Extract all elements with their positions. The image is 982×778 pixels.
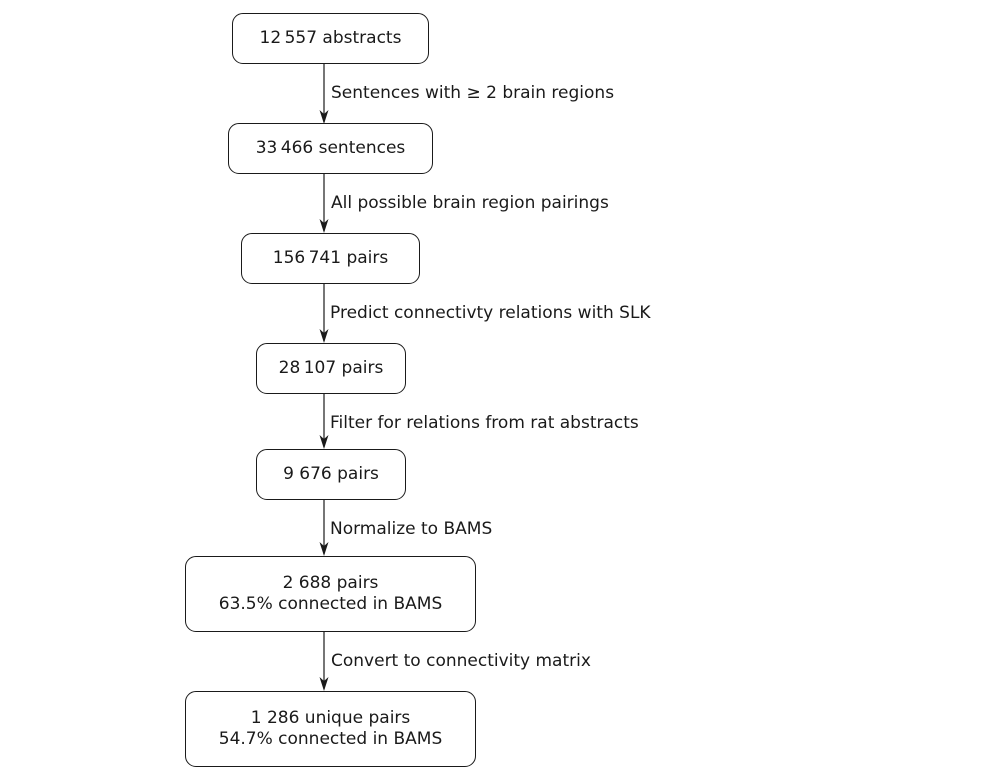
edge-label-pairs-rat-to-pairs-normalized: Normalize to BAMS xyxy=(330,519,493,539)
node-sentences-line-1: 33 466 sentences xyxy=(255,138,406,158)
node-pairs-unique-line-2: 54.7% connected in BAMS xyxy=(218,729,443,749)
edge-label-pairs-all-to-pairs-predicted: Predict connectivty relations with SLK xyxy=(330,303,651,323)
arrowhead-pairs-predicted-to-pairs-rat xyxy=(319,435,329,449)
arrowhead-pairs-normalized-to-pairs-unique xyxy=(319,677,329,691)
arrowhead-pairs-all-to-pairs-predicted xyxy=(319,329,329,343)
edge-label-pairs-normalized-to-pairs-unique: Convert to connectivity matrix xyxy=(331,651,591,671)
node-pairs-unique: 1 286 unique pairs 54.7% connected in BA… xyxy=(185,691,476,767)
node-pairs-normalized-line-1: 2 688 pairs xyxy=(282,573,379,593)
node-pairs-rat-line-1: 9 676 pairs xyxy=(283,464,379,484)
node-abstracts: 12 557 abstracts xyxy=(232,13,429,64)
node-pairs-unique-line-1: 1 286 unique pairs xyxy=(250,708,411,728)
node-pairs-normalized-line-2: 63.5% connected in BAMS xyxy=(218,594,443,614)
node-pairs-rat: 9 676 pairs xyxy=(256,449,406,500)
arrowhead-sentences-to-pairs-all xyxy=(319,219,329,233)
arrowhead-pairs-rat-to-pairs-normalized xyxy=(319,542,329,556)
edge-label-sentences-to-pairs-all: All possible brain region pairings xyxy=(331,193,609,213)
edge-label-abstracts-to-sentences: Sentences with ≥ 2 brain regions xyxy=(331,83,615,103)
arrowhead-abstracts-to-sentences xyxy=(319,110,329,124)
node-pairs-normalized: 2 688 pairs 63.5% connected in BAMS xyxy=(185,556,476,632)
node-pairs-all: 156 741 pairs xyxy=(241,233,420,284)
node-pairs-all-line-1: 156 741 pairs xyxy=(272,248,389,268)
node-pairs-predicted-line-1: 28 107 pairs xyxy=(278,358,384,378)
node-sentences: 33 466 sentences xyxy=(228,123,433,174)
edge-label-pairs-predicted-to-pairs-rat: Filter for relations from rat abstracts xyxy=(330,413,639,433)
node-pairs-predicted: 28 107 pairs xyxy=(256,343,406,394)
node-abstracts-line-1: 12 557 abstracts xyxy=(259,28,402,48)
